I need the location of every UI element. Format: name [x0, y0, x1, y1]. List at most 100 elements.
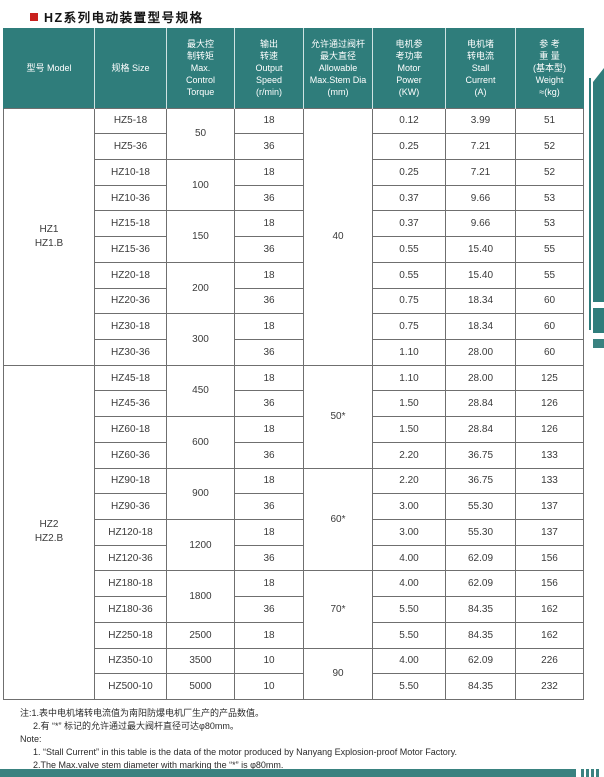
- size-cell: HZ15-36: [94, 236, 167, 263]
- page-title-text: HZ系列电动装置型号规格: [44, 11, 204, 25]
- note-cn-1: 注:1.表中电机堵转电流值为南阳防爆电机厂生产的产品数值。: [20, 708, 265, 718]
- size-cell: HZ180-18: [94, 570, 167, 598]
- column-header-6: 电机堵 转电流 Stall Current (A): [445, 28, 516, 108]
- stall-current-cell: 62.09: [445, 570, 516, 598]
- torque-cell: 2500: [166, 621, 235, 649]
- table-row: HZ120-36 36 4.00 62.09 156: [4, 544, 584, 572]
- motor-power-cell: 3.00: [372, 493, 446, 520]
- stem-dia-cell: 70*: [303, 570, 373, 649]
- speed-cell: 18: [234, 158, 304, 186]
- motor-power-cell: 4.00: [372, 647, 446, 675]
- size-cell: HZ10-36: [94, 184, 167, 212]
- motor-power-cell: 0.55: [372, 261, 446, 289]
- torque-cell: 900: [166, 467, 235, 521]
- weight-cell: 226: [515, 647, 584, 675]
- note-cn-2: 2.有 “*” 标记的允许通过最大阀杆直径可达φ80mm。: [33, 721, 239, 731]
- table-row: HZ30-36 36 1.10 28.00 60: [4, 338, 584, 366]
- column-header-4: 允许通过阀杆 最大直径 Allowable Max.Stem Dia (mm): [303, 28, 373, 108]
- stall-current-cell: 28.00: [445, 364, 516, 392]
- stall-current-cell: 15.40: [445, 236, 516, 263]
- stall-current-cell: 9.66: [445, 184, 516, 212]
- weight-cell: 156: [515, 544, 584, 572]
- table-row: HZ5-36 36 0.25 7.21 52: [4, 133, 584, 160]
- speed-cell: 18: [234, 107, 304, 135]
- table-row: HZ60-36 36 2.20 36.75 133: [4, 441, 584, 469]
- stall-current-cell: 36.75: [445, 441, 516, 469]
- speed-cell: 36: [234, 596, 304, 623]
- right-edge-segment-decoration: [593, 308, 604, 333]
- size-cell: HZ120-18: [94, 519, 167, 546]
- weight-cell: 55: [515, 261, 584, 289]
- weight-cell: 126: [515, 416, 584, 443]
- spec-table: 型号 Model 规格 Size 最大控 制转矩 Max. Control Torque 输出…: [3, 28, 584, 701]
- speed-cell: 18: [234, 519, 304, 546]
- table-row: HZ10-18 100 18 0.25 7.21 52: [4, 158, 584, 212]
- table-row: HZ500-10 5000 10 5.50 84.35 232: [4, 673, 584, 701]
- motor-power-cell: 1.10: [372, 338, 446, 366]
- weight-cell: 51: [515, 107, 584, 135]
- speed-cell: 18: [234, 364, 304, 392]
- weight-cell: 126: [515, 390, 584, 418]
- table-row: HZ45-36 36 1.50 28.84 126: [4, 390, 584, 418]
- size-cell: HZ250-18: [94, 621, 167, 649]
- table-row: HZ180-36 36 5.50 84.35 162: [4, 596, 584, 623]
- speed-cell: 10: [234, 673, 304, 701]
- column-header-3: 输出 转速 Output Speed (r/min): [234, 28, 304, 108]
- size-cell: HZ5-18: [94, 107, 167, 135]
- stall-current-cell: 7.21: [445, 133, 516, 160]
- speed-cell: 18: [234, 416, 304, 443]
- speed-cell: 36: [234, 133, 304, 160]
- stall-current-cell: 28.00: [445, 338, 516, 366]
- size-cell: HZ20-18: [94, 261, 167, 289]
- speed-cell: 36: [234, 287, 304, 315]
- motor-power-cell: 5.50: [372, 596, 446, 623]
- weight-cell: 60: [515, 313, 584, 340]
- size-cell: HZ60-36: [94, 441, 167, 469]
- table-row: HZ15-36 36 0.55 15.40 55: [4, 236, 584, 263]
- page-title: HZ系列电动装置型号规格: [30, 7, 204, 26]
- stem-dia-cell: 60*: [303, 467, 373, 572]
- speed-cell: 18: [234, 313, 304, 340]
- stall-current-cell: 9.66: [445, 210, 516, 238]
- speed-cell: 36: [234, 493, 304, 520]
- speed-cell: 36: [234, 390, 304, 418]
- motor-power-cell: 0.37: [372, 210, 446, 238]
- table-row: HZ10-36 36 0.37 9.66 53: [4, 184, 584, 212]
- stall-current-cell: 55.30: [445, 493, 516, 520]
- stall-current-cell: 3.99: [445, 107, 516, 135]
- weight-cell: 53: [515, 210, 584, 238]
- table-row: HZ20-18 200 18 0.55 15.40 55: [4, 261, 584, 315]
- table-row: HZ180-18 1800 18 70* 4.00 62.09 156: [4, 570, 584, 649]
- table-row: HZ350-10 3500 10 90 4.00 62.09 226: [4, 647, 584, 701]
- size-cell: HZ350-10: [94, 647, 167, 675]
- stall-current-cell: 18.34: [445, 287, 516, 315]
- right-edge-bar-decoration: [593, 68, 604, 302]
- torque-cell: 1800: [166, 570, 235, 623]
- note-en-2: 2.The Max.valve stem diameter with marki…: [33, 760, 284, 770]
- speed-cell: 18: [234, 570, 304, 598]
- size-cell: HZ45-18: [94, 364, 167, 392]
- weight-cell: 52: [515, 158, 584, 186]
- model-cell: HZ1 HZ1.B: [3, 107, 95, 366]
- motor-power-cell: 0.25: [372, 133, 446, 160]
- red-square-bullet-icon: [30, 12, 38, 21]
- bottom-bar-decoration: [0, 769, 576, 777]
- size-cell: HZ10-18: [94, 158, 167, 186]
- table-row: HZ2 HZ2.B HZ45-18 450 18 50* 1.10 28.00 125: [3, 364, 584, 701]
- stall-current-cell: 62.09: [445, 647, 516, 675]
- table-row: HZ90-36 36 3.00 55.30 137: [4, 493, 584, 520]
- spec-table-wrapper: 型号 Model 规格 Size 最大控 制转矩 Max. Control Torque 输出…: [3, 28, 584, 701]
- motor-power-cell: 1.50: [372, 416, 446, 443]
- weight-cell: 125: [515, 364, 584, 392]
- bottom-bar-dash: [586, 769, 589, 777]
- speed-cell: 18: [234, 621, 304, 649]
- size-cell: HZ90-36: [94, 493, 167, 520]
- speed-cell: 36: [234, 236, 304, 263]
- weight-cell: 156: [515, 570, 584, 598]
- right-edge-line-decoration: [589, 78, 591, 330]
- motor-power-cell: 0.37: [372, 184, 446, 212]
- size-cell: HZ500-10: [94, 673, 167, 701]
- speed-cell: 18: [234, 467, 304, 495]
- weight-cell: 232: [515, 673, 584, 701]
